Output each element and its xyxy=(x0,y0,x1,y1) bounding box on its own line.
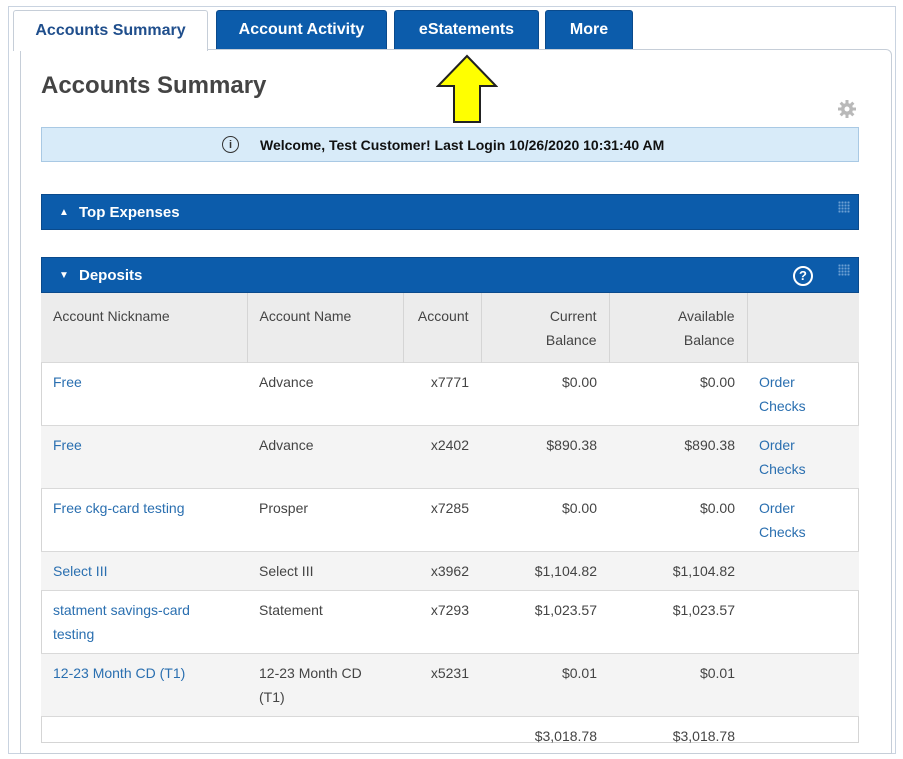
totals-empty-cell xyxy=(247,716,403,755)
current-balance: $1,104.82 xyxy=(481,551,609,591)
col-header-nickname[interactable]: Account Nickname xyxy=(41,293,248,363)
account-number: x7285 xyxy=(403,488,481,552)
total-current-balance: $3,018.78 xyxy=(481,716,609,755)
deposits-label: Deposits xyxy=(79,267,143,284)
available-balance: $1,104.82 xyxy=(609,551,747,591)
current-balance: $0.00 xyxy=(481,488,609,552)
order-checks-link[interactable]: Order Checks xyxy=(747,362,859,426)
drag-handle-icon[interactable] xyxy=(838,201,850,213)
table-row: Free Advance x2402 $890.38 $890.38 Order… xyxy=(41,425,859,489)
collapse-triangle-down-icon: ▼ xyxy=(59,270,69,281)
account-number: x2402 xyxy=(403,425,481,489)
totals-empty-cell xyxy=(403,716,481,755)
account-nickname-link[interactable]: 12-23 Month CD (T1) xyxy=(41,653,247,717)
welcome-banner: i Welcome, Test Customer! Last Login 10/… xyxy=(41,127,859,162)
col-header-available-balance[interactable]: Available Balance xyxy=(609,293,748,363)
totals-empty-cell xyxy=(41,716,247,755)
empty-action-cell xyxy=(747,653,859,717)
collapse-triangle-up-icon: ▲ xyxy=(59,207,69,218)
current-balance: $0.00 xyxy=(481,362,609,426)
account-nickname-link[interactable]: Free ckg-card testing xyxy=(41,488,247,552)
page-title: Accounts Summary xyxy=(41,72,267,99)
account-name: Advance xyxy=(247,425,403,489)
account-nickname-link[interactable]: Free xyxy=(41,362,247,426)
account-number: x3962 xyxy=(403,551,481,591)
empty-action-cell xyxy=(747,551,859,591)
account-name: Select III xyxy=(247,551,403,591)
account-number: x7771 xyxy=(403,362,481,426)
tab-accounts-summary[interactable]: Accounts Summary xyxy=(13,10,208,51)
account-nickname-link[interactable]: Free xyxy=(41,425,247,489)
tab-account-activity[interactable]: Account Activity xyxy=(216,10,387,50)
current-balance: $890.38 xyxy=(481,425,609,489)
gear-icon[interactable] xyxy=(837,99,857,119)
col-header-current-balance[interactable]: Current Balance xyxy=(481,293,610,363)
table-row: 12-23 Month CD (T1) 12-23 Month CD (T1) … xyxy=(41,653,859,717)
order-checks-link[interactable]: Order Checks xyxy=(747,425,859,489)
help-icon[interactable]: ? xyxy=(793,266,813,286)
table-row: statment savings-card testing Statement … xyxy=(41,590,859,654)
col-header-account[interactable]: Account xyxy=(403,293,482,363)
total-available-balance: $3,018.78 xyxy=(609,716,747,755)
table-row: Select III Select III x3962 $1,104.82 $1… xyxy=(41,551,859,591)
account-name: Prosper xyxy=(247,488,403,552)
current-balance: $0.01 xyxy=(481,653,609,717)
current-balance: $1,023.57 xyxy=(481,590,609,654)
info-icon: i xyxy=(222,136,239,153)
drag-handle-icon[interactable] xyxy=(838,264,850,276)
order-checks-link[interactable]: Order Checks xyxy=(747,488,859,552)
account-name: Advance xyxy=(247,362,403,426)
available-balance: $1,023.57 xyxy=(609,590,747,654)
account-number: x7293 xyxy=(403,590,481,654)
empty-action-cell xyxy=(747,590,859,654)
col-header-actions xyxy=(747,293,859,363)
table-row: Free Advance x7771 $0.00 $0.00 Order Chec… xyxy=(41,362,859,426)
account-name: Statement xyxy=(247,590,403,654)
welcome-message: Welcome, Test Customer! Last Login 10/26… xyxy=(260,137,665,153)
account-number: x5231 xyxy=(403,653,481,717)
totals-empty-cell xyxy=(747,716,859,755)
deposits-header[interactable]: ▼ Deposits ? xyxy=(41,257,859,293)
deposits-table: Account Nickname Account Name Account Cu… xyxy=(41,293,859,755)
top-expenses-header[interactable]: ▲ Top Expenses xyxy=(41,194,859,230)
account-name: 12-23 Month CD (T1) xyxy=(247,653,403,717)
arrow-up-icon xyxy=(436,54,498,123)
available-balance: $0.01 xyxy=(609,653,747,717)
available-balance: $0.00 xyxy=(609,362,747,426)
tab-more[interactable]: More xyxy=(545,10,633,50)
table-header-row: Account Nickname Account Name Account Cu… xyxy=(41,293,859,363)
col-header-account-name[interactable]: Account Name xyxy=(247,293,404,363)
tab-estatements[interactable]: eStatements xyxy=(394,10,539,50)
totals-row: $3,018.78 $3,018.78 xyxy=(41,716,859,755)
table-row: Free ckg-card testing Prosper x7285 $0.0… xyxy=(41,488,859,552)
top-expenses-label: Top Expenses xyxy=(79,204,180,221)
available-balance: $890.38 xyxy=(609,425,747,489)
available-balance: $0.00 xyxy=(609,488,747,552)
account-nickname-link[interactable]: statment savings-card testing xyxy=(41,590,247,654)
account-nickname-link[interactable]: Select III xyxy=(41,551,247,591)
